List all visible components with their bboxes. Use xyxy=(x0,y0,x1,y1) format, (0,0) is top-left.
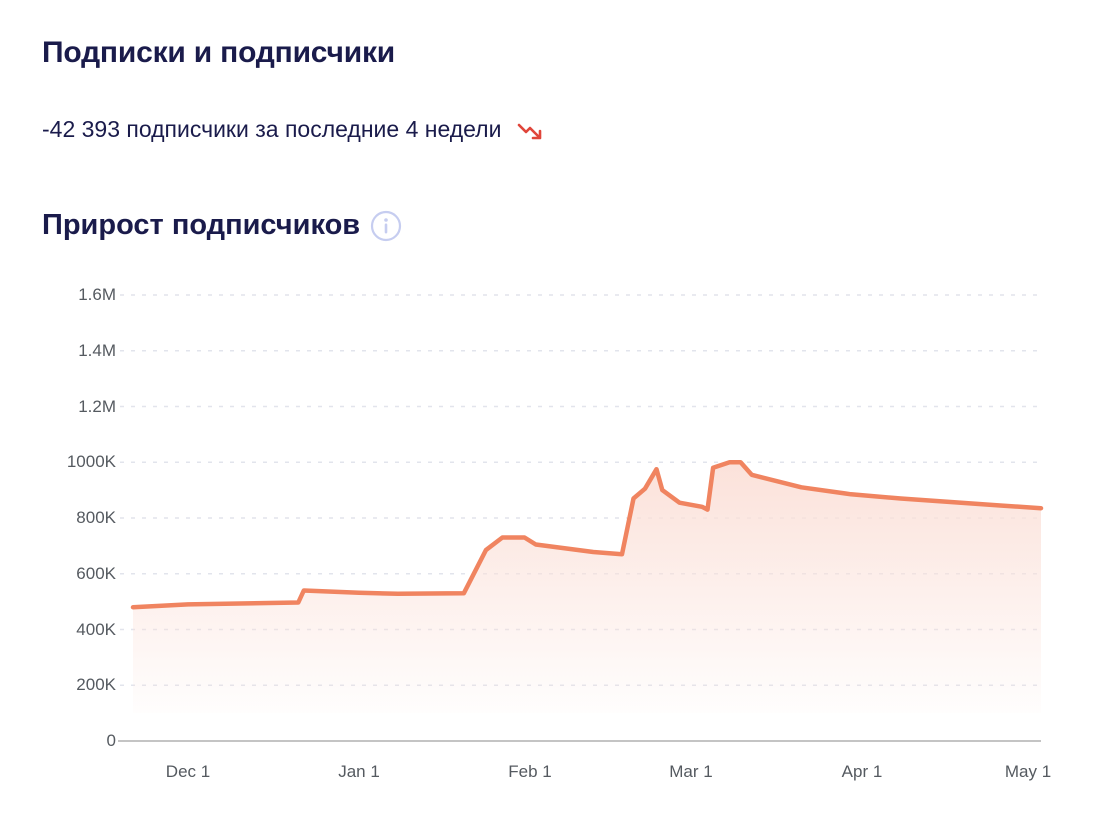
page-title: Подписки и подписчики xyxy=(42,36,396,69)
x-tick-label: May 1 xyxy=(1004,762,1052,781)
subscriber-line[interactable] xyxy=(130,460,1044,610)
x-tick-label: Feb 1 xyxy=(508,762,552,781)
x-tick-label: Jan 1 xyxy=(338,762,380,781)
y-tick-label: 600K xyxy=(76,563,116,583)
y-tick-label: 1000K xyxy=(66,452,116,472)
x-tick-label: Mar 1 xyxy=(669,762,713,781)
y-tick-label: 1.2M xyxy=(78,396,116,416)
subscriber-growth-chart[interactable]: 0 200K 400K 600K 800K 1000K 1.2M 1.4M 1.6M Dec 1… xyxy=(0,270,1094,810)
info-icon[interactable] xyxy=(370,210,402,242)
y-tick-label: 200K xyxy=(76,675,116,695)
x-tick-label: Dec 1 xyxy=(165,762,211,781)
y-tick-label: 800K xyxy=(76,508,116,527)
y-tick-label: 1.6M xyxy=(78,285,116,304)
subscriber-change-stat: -42 393 подписчики за последние 4 недели xyxy=(42,116,549,143)
section-title: Прирост подписчиков xyxy=(42,209,402,242)
section-title-text: Прирост подписчиков xyxy=(42,209,361,241)
y-tick-label: 0 xyxy=(106,731,116,750)
subscriber-change-text: -42 393 подписчики за последние 4 недели xyxy=(42,116,502,142)
chart-plot-area[interactable] xyxy=(0,270,1094,810)
trend-down-arrow-icon xyxy=(515,117,549,143)
area-fill xyxy=(133,462,1041,714)
x-tick-label: Apr 1 xyxy=(841,762,883,781)
y-tick-label: 1.4M xyxy=(78,340,116,360)
y-tick-label: 400K xyxy=(76,619,116,639)
